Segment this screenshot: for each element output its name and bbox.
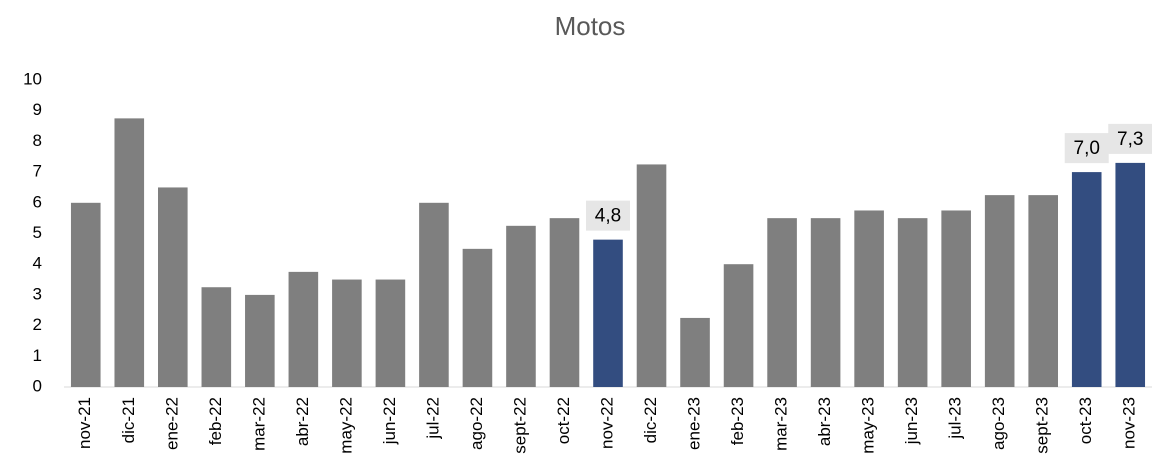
value-label: 4,8 [595,206,621,227]
y-tick-label: 8 [33,131,42,150]
x-tick-label: ago-23 [989,397,1008,450]
x-tick-label: jul-23 [946,397,965,440]
x-tick-label: sept-23 [1033,397,1052,454]
x-tick-label: jul-22 [423,397,442,440]
bar [723,264,754,387]
y-tick-label: 3 [33,284,42,303]
x-tick-label: nov-21 [75,397,94,449]
y-tick-label: 1 [33,346,42,365]
bar [636,164,667,387]
x-tick-label: feb-23 [728,397,747,445]
x-tick-label: dic-22 [641,397,660,443]
bar [984,195,1015,387]
x-tick-label: abr-23 [815,397,834,446]
bar [332,279,362,387]
bar [1115,162,1146,387]
x-tick-label: may-22 [336,397,355,454]
x-tick-label: ene-23 [685,397,704,450]
bar [941,210,971,387]
x-tick-label: feb-22 [206,397,225,445]
x-tick-label: abr-22 [293,397,312,446]
bar [114,118,145,387]
bar [419,202,449,387]
bar [506,225,536,387]
value-label: 7,3 [1117,129,1143,150]
value-label-box [1064,133,1109,164]
bar [854,210,884,387]
y-tick-label: 0 [33,376,42,395]
bar [70,202,101,387]
value-label-box [1108,123,1152,154]
bar [767,218,797,387]
bar [897,218,928,387]
y-tick-label: 7 [33,162,42,181]
y-tick-label: 6 [33,192,42,211]
y-tick-label: 4 [33,254,42,273]
y-tick-label: 9 [33,100,42,119]
x-tick-label: nov-22 [597,397,616,449]
bar [549,218,580,387]
bar [593,239,623,387]
x-tick-label: jun-23 [902,397,921,445]
x-tick-label: sept-22 [510,397,529,454]
value-label-box [586,200,630,231]
x-tick-label: oct-22 [554,397,573,444]
x-tick-label: may-23 [859,397,878,454]
x-tick-label: ene-22 [162,397,181,450]
bar [375,279,406,387]
bar [1028,195,1058,387]
x-tick-label: dic-21 [119,397,138,443]
x-tick-label: mar-22 [249,397,268,451]
bar [680,317,710,387]
bar [158,187,188,387]
value-label: 7,0 [1074,138,1100,159]
y-tick-label: 5 [33,223,42,242]
x-tick-label: nov-23 [1120,397,1139,449]
bar [245,294,275,387]
bar [201,287,232,387]
bar [288,271,319,387]
x-tick-label: ago-22 [467,397,486,450]
x-tick-label: mar-23 [772,397,791,451]
y-tick-label: 10 [23,69,42,88]
x-tick-label: jun-22 [380,397,399,445]
bar [1071,172,1102,387]
x-tick-label: oct-23 [1076,397,1095,444]
y-tick-label: 2 [33,315,42,334]
bar [462,248,493,387]
bar [810,218,841,387]
chart-title: Motos [555,11,626,41]
